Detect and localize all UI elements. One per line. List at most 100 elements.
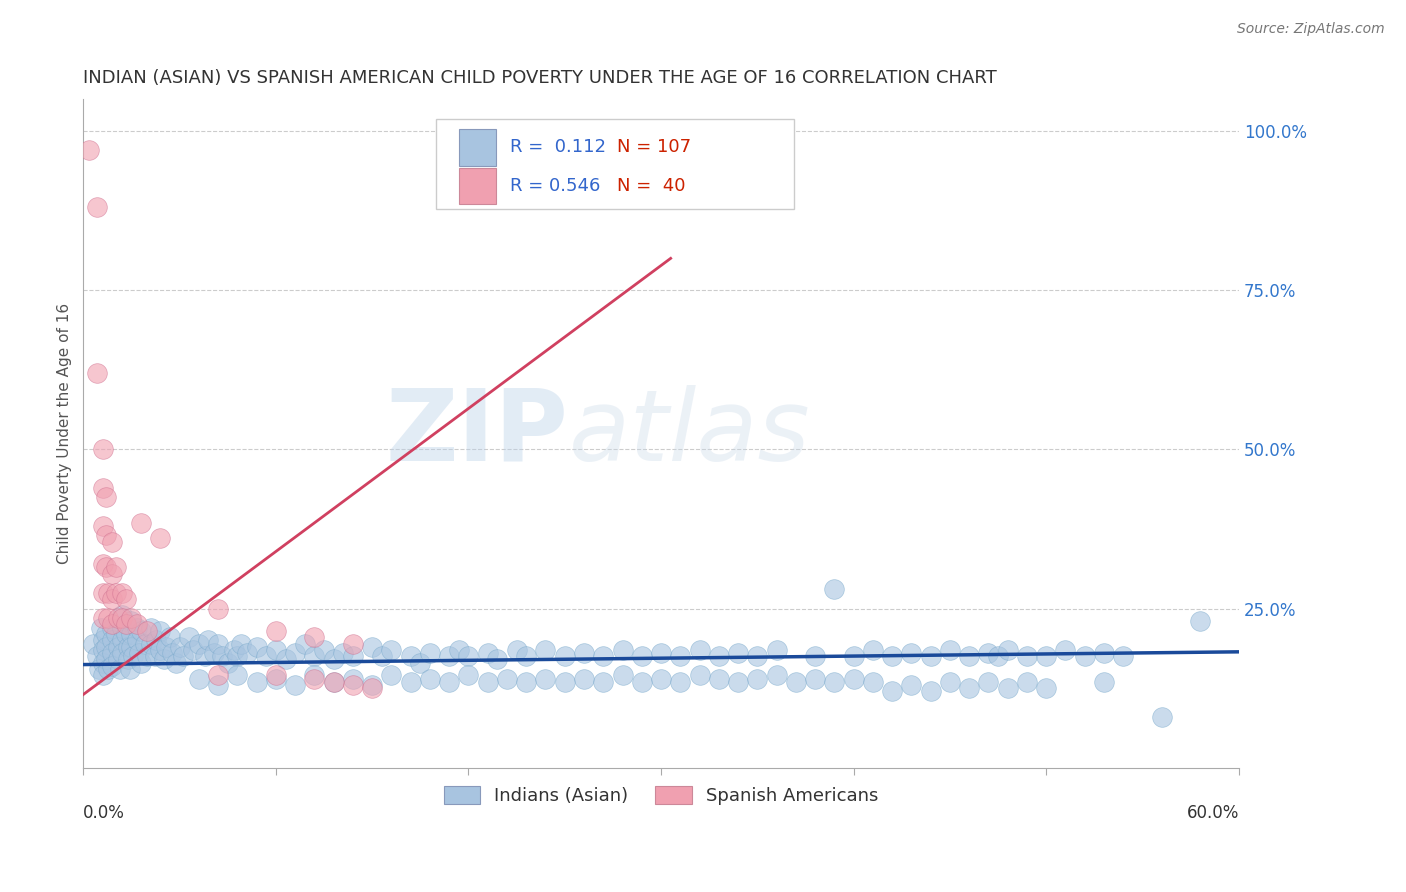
Point [342,636,364,650]
Point [322,674,344,689]
Point [765,643,787,657]
Point [515,674,537,689]
Point [380,668,402,682]
Text: R = 0.546: R = 0.546 [509,177,600,194]
Point [842,649,865,664]
Point [91,585,114,599]
Point [118,662,141,676]
Point [630,649,652,664]
Point [534,643,557,657]
Point [105,585,128,599]
Point [96,652,118,666]
Point [101,633,124,648]
Point [254,649,277,664]
Point [246,640,269,654]
Point [236,646,259,660]
Point [202,646,225,660]
Point [155,640,177,654]
Point [612,643,634,657]
Point [419,646,441,660]
Point [727,646,749,660]
Point [120,614,142,628]
Point [689,668,711,682]
Point [592,674,614,689]
Point [96,560,118,574]
Point [1189,614,1212,628]
Text: Source: ZipAtlas.com: Source: ZipAtlas.com [1237,22,1385,37]
Point [91,442,114,457]
Point [226,649,249,664]
Point [139,621,162,635]
Point [882,684,904,698]
Text: 60.0%: 60.0% [1187,805,1239,822]
Text: INDIAN (ASIAN) VS SPANISH AMERICAN CHILD POVERTY UNDER THE AGE OF 16 CORRELATION: INDIAN (ASIAN) VS SPANISH AMERICAN CHILD… [83,69,997,87]
Point [87,662,110,676]
Point [114,627,136,641]
Point [496,672,519,686]
Point [554,674,576,689]
Point [862,674,884,689]
Point [842,672,865,686]
Point [957,649,980,664]
Point [747,672,769,686]
Point [91,481,114,495]
Point [105,560,128,574]
Point [1054,643,1077,657]
Point [707,672,730,686]
Point [882,649,904,664]
Point [101,566,124,581]
Point [101,658,124,673]
Point [159,630,181,644]
Point [1015,674,1038,689]
Point [90,621,112,635]
Point [77,143,100,157]
Point [91,611,114,625]
Point [322,674,344,689]
Point [534,672,557,686]
Point [284,646,307,660]
Point [135,649,157,664]
Text: ZIP: ZIP [385,385,568,482]
Point [419,672,441,686]
Point [804,649,827,664]
Point [630,674,652,689]
Point [111,611,134,625]
Point [231,636,253,650]
Point [91,633,114,648]
Point [129,516,152,530]
Point [91,518,114,533]
FancyBboxPatch shape [458,168,496,204]
Point [160,646,183,660]
Point [284,678,307,692]
Point [823,582,845,597]
FancyBboxPatch shape [458,129,496,166]
Point [114,592,136,607]
Text: N = 107: N = 107 [617,138,692,156]
Point [211,649,233,664]
Point [707,649,730,664]
Point [86,649,108,664]
Point [91,656,114,670]
Text: 0.0%: 0.0% [83,805,125,822]
Point [765,668,787,682]
Point [96,640,118,654]
Point [207,636,229,650]
Point [129,656,152,670]
Point [1150,710,1173,724]
Point [91,643,114,657]
Point [105,627,128,641]
Point [86,366,108,380]
Point [111,633,134,648]
Point [437,674,460,689]
Y-axis label: Child Poverty Under the Age of 16: Child Poverty Under the Age of 16 [58,303,72,564]
Point [264,668,287,682]
Point [747,649,769,664]
Text: N =  40: N = 40 [617,177,686,194]
Point [97,662,120,676]
Point [939,674,962,689]
Point [207,601,229,615]
Point [997,643,1019,657]
Point [650,646,672,660]
Point [361,681,384,695]
Point [122,649,145,664]
